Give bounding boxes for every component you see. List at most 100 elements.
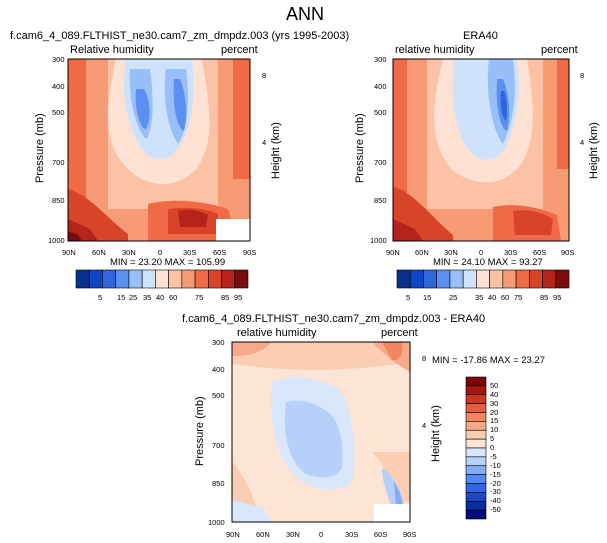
panel2-min-max: MIN = 24.10 MAX = 93.27 [433, 257, 543, 268]
panel1-left-label: Relative humidity [70, 44, 154, 56]
panel1-y2tick-8: 8 [262, 71, 267, 80]
panel3-y2label: Height (km) [430, 405, 442, 462]
panel3-cbar-label: -30 [490, 487, 501, 497]
colorbar-swatch [465, 376, 487, 387]
panel1-cbar-label: 60 [169, 293, 178, 302]
panel3-ytick-500: 500 [212, 391, 225, 400]
colorbar-swatch [234, 269, 249, 289]
panel1-xtick-30n: 30N [122, 248, 136, 257]
panel3-xtick-30s: 30S [345, 530, 359, 539]
panel3-y2tick-4: 4 [422, 421, 427, 430]
panel1-cbar-label: 15 [117, 293, 126, 302]
colorbar-swatch [529, 269, 543, 289]
panel3-xtick-60n: 60N [256, 530, 270, 539]
panel1-ytick-700: 700 [52, 158, 65, 167]
colorbar-swatch [423, 269, 437, 289]
colorbar-swatch [476, 269, 490, 289]
panel1-ytick-1000: 1000 [48, 236, 65, 245]
panel2-xtick-60n: 60N [415, 248, 429, 257]
panel2-ytick-1000: 1000 [370, 236, 387, 245]
panel2-cbar-label: 15 [423, 293, 432, 302]
panel3-ylabel: Pressure (mb) [194, 396, 206, 466]
panel3-cbar-label: 20 [490, 407, 499, 417]
panel2-ytick-500: 500 [374, 108, 387, 117]
panel3-xtick-90n: 90N [226, 530, 240, 539]
panel2-right-label: percent [541, 44, 578, 56]
panel2-cbar-label: 35 [475, 293, 484, 302]
panel1-y2tick-4: 4 [262, 138, 267, 147]
panel2-y2tick-4: 4 [580, 138, 585, 147]
colorbar-swatch [88, 269, 103, 289]
panel1-xtick-0: 0 [158, 248, 163, 257]
panel1-min-max: MIN = 23.20 MAX = 105.99 [110, 257, 226, 268]
panel1-cbar-label: 25 [129, 293, 138, 302]
panel1-y2label: Height (km) [270, 122, 282, 179]
panel1-xtick-90n: 90N [62, 248, 76, 257]
panel3-cbar-label: 0 [490, 443, 495, 452]
panel3-ytick-300: 300 [212, 338, 225, 347]
colorbar-swatch [555, 269, 570, 289]
colorbar-swatch [465, 429, 487, 440]
panel2-cbar-label: 85 [540, 293, 549, 302]
colorbar-swatch [489, 269, 504, 289]
colorbar-swatch [409, 269, 424, 289]
panel3-cbar-label: -5 [490, 451, 497, 461]
panel2-y2tick-8: 8 [580, 71, 585, 80]
colorbar-swatch [168, 269, 183, 289]
panel3-cbar-label: -50 [490, 505, 501, 515]
panel3-min-max: MIN = -17.86 MAX = 23.27 [432, 355, 546, 366]
panel3-cbar-label: 30 [490, 398, 499, 408]
panel1-xtick-60n: 60N [92, 248, 106, 257]
panel3-xtick-90s: 90S [403, 530, 417, 539]
panel3-xtick-0: 0 [319, 530, 324, 539]
panel3-cbar-label: -15 [490, 469, 501, 479]
panel2-cbar-label: 75 [514, 293, 523, 302]
colorbar-swatch [465, 474, 487, 484]
panel1-right-label: percent [221, 44, 258, 56]
colorbar-swatch [128, 269, 143, 289]
colorbar-swatch [465, 412, 487, 422]
colorbar-swatch [465, 509, 487, 520]
colorbar-swatch [465, 438, 487, 449]
panel2-ytick-400: 400 [374, 82, 387, 91]
panel3-cbar-label: 10 [490, 425, 499, 435]
panel1-cbar-label: 40 [156, 293, 165, 302]
panel2-cbar-label: 5 [406, 293, 411, 302]
colorbar-swatch [155, 269, 169, 289]
panel1-cbar-label: 85 [221, 293, 230, 302]
colorbar-swatch [208, 269, 222, 289]
panel1-colorbar [75, 269, 249, 289]
panel2-xtick-60s: 60S [533, 248, 547, 257]
panel3-right-label: percent [381, 327, 418, 339]
page-title: ANN [286, 4, 325, 24]
colorbar-swatch [194, 269, 209, 289]
colorbar-swatch [465, 394, 487, 404]
panel2-ylabel: Pressure (mb) [354, 113, 366, 183]
panel1-cbar-label: 75 [195, 293, 204, 302]
panel3-contour-plot [231, 341, 411, 523]
colorbar-swatch [502, 269, 517, 289]
panel1-ytick-850: 850 [52, 196, 65, 205]
colorbar-swatch [449, 269, 464, 289]
panel2-ytick-300: 300 [374, 55, 387, 64]
colorbar-swatch [396, 269, 411, 289]
panel3-ytick-400: 400 [212, 365, 225, 374]
panel3-cbar-label: 50 [490, 380, 499, 390]
colorbar-swatch [115, 269, 130, 289]
panel3-title: f.cam6_4_089.FLTHIST_ne30.cam7_zm_dmpdz.… [182, 313, 486, 325]
panel1-xtick-60s: 60S [213, 248, 227, 257]
panel3-xtick-30n: 30N [286, 530, 300, 539]
colorbar-swatch [465, 456, 487, 467]
colorbar-swatch [515, 269, 530, 289]
colorbar-swatch [436, 269, 451, 289]
panel2-xtick-90n: 90N [386, 248, 400, 257]
colorbar-swatch [465, 447, 487, 458]
panel2-xtick-0: 0 [479, 248, 484, 257]
panel2-xtick-30n: 30N [444, 248, 458, 257]
panel1-title: f.cam6_4_089.FLTHIST_ne30.cam7_zm_dmpdz.… [10, 30, 350, 42]
panel1-xtick-30s: 30S [183, 248, 197, 257]
colorbar-swatch [465, 421, 487, 431]
panel3-colorbar [465, 376, 487, 520]
panel2-contour-plot [392, 58, 570, 242]
panel3-cbar-label: -10 [490, 460, 501, 470]
